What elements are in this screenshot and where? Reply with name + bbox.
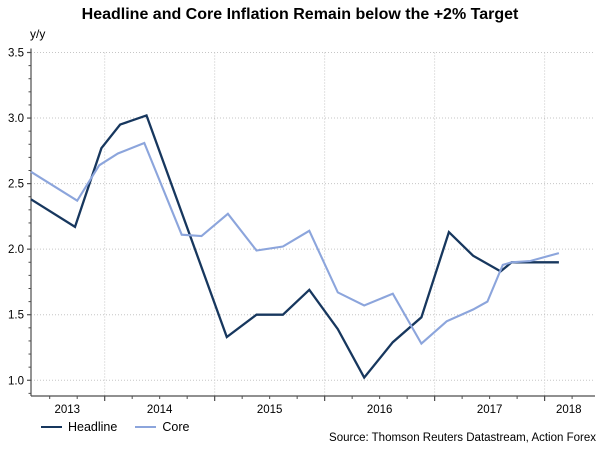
y-tick-label: 1.5: [8, 310, 24, 322]
y-tick-label: 1.0: [8, 375, 24, 387]
x-tick-label: 2013: [54, 404, 80, 416]
headline-line-icon: [41, 426, 62, 428]
core-line-icon: [135, 426, 157, 428]
x-tick-label: 2014: [147, 404, 173, 416]
x-tick-label: 2015: [257, 404, 283, 416]
y-tick-label: 3.5: [8, 48, 24, 60]
source-text: Source: Thomson Reuters Datastream, Acti…: [329, 432, 596, 444]
x-tick-label: 2018: [556, 404, 582, 416]
legend-item-headline: Headline: [41, 420, 117, 434]
chart-title: Headline and Core Inflation Remain below…: [81, 6, 519, 23]
legend-item-core: Core: [135, 420, 189, 434]
legend: Headline Core: [41, 420, 189, 434]
x-tick-label: 2017: [477, 404, 503, 416]
legend-label-core: Core: [162, 420, 190, 434]
series-line-core: [30, 141, 560, 346]
legend-label-headline: Headline: [68, 420, 118, 434]
y-axis-unit-label: y/y: [30, 27, 46, 41]
x-tick-label: 2016: [367, 404, 393, 416]
y-tick-label: 3.0: [8, 113, 24, 125]
series-line-headline: [30, 113, 559, 380]
y-tick-label: 2.0: [8, 244, 24, 256]
y-tick-label: 2.5: [8, 179, 24, 191]
